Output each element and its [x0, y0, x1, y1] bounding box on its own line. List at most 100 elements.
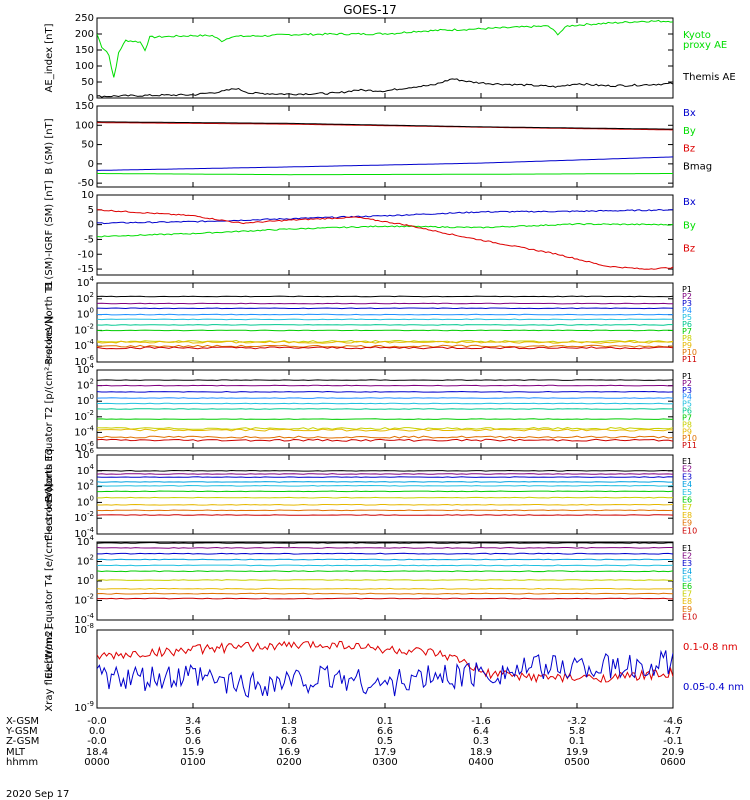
y-tick-label: 104: [77, 362, 95, 376]
y-tick-label: 0: [88, 93, 94, 104]
series-line: [97, 649, 673, 698]
footer-cell: 0200: [276, 757, 301, 768]
channel-label: P9: [682, 427, 692, 436]
series-line: [97, 426, 673, 431]
y-tick-label: 10-2: [74, 409, 94, 423]
channel-label: E2: [682, 465, 692, 474]
footer-cell: -0.1: [663, 736, 683, 747]
series-group: [97, 542, 673, 600]
series-line: [97, 121, 673, 130]
series-group: [97, 19, 673, 98]
footer-cell: 0500: [564, 757, 589, 768]
footer-cell: 17.9: [374, 747, 396, 758]
channel-label: P11: [682, 355, 697, 364]
panel-xray: 10-9 10-8 Xray flux [W/m2] 0.1-0.8 nm 0.05-0…: [44, 622, 744, 714]
y-tick-label: 0: [88, 159, 94, 170]
y-tick-label: 104: [77, 534, 95, 548]
series-line: [97, 542, 673, 544]
series-line: [97, 469, 673, 472]
footer-cell: 0.0: [89, 726, 105, 737]
y-tick-label: 100: [75, 120, 94, 131]
channel-label: E9: [682, 519, 692, 528]
channel-label: E10: [682, 526, 697, 535]
panel-frame: [96, 17, 674, 99]
channel-label: E4: [682, 480, 692, 489]
y-tick-label: 100: [77, 307, 94, 321]
series-line: [97, 329, 673, 332]
footer-cell: 15.9: [182, 747, 204, 758]
series-line: [97, 473, 673, 475]
footer-cell: -3.2: [567, 716, 587, 727]
footer-row-label: X-GSM: [6, 716, 39, 727]
series-line: [97, 490, 673, 493]
channel-label: P10: [682, 434, 697, 443]
footer-cell: -4.6: [663, 716, 683, 727]
footer-cell: 0.6: [281, 736, 297, 747]
channel-label: P2: [682, 292, 692, 301]
series-line: [97, 428, 673, 432]
legend-label: Bz: [683, 144, 695, 155]
footer-cell: 6.3: [281, 726, 297, 737]
panel-frame: [96, 194, 674, 276]
footer-table: X-GSMY-GSMZ-GSMMLThhmmhhmm-0.00.0-0.018.…: [5, 716, 686, 768]
series-line: [97, 173, 673, 176]
series-line: [97, 514, 673, 516]
channel-label: P5: [682, 400, 692, 409]
series-line: [97, 587, 673, 590]
footer-cell: 1.8: [281, 716, 297, 727]
y-tick-label: 5: [88, 205, 94, 216]
footer-cell: 4.7: [665, 726, 681, 737]
legend-label: Bmag: [683, 161, 712, 172]
channel-label: E8: [682, 597, 692, 606]
y-tick-label: 10: [81, 190, 94, 201]
series-line: [97, 390, 673, 393]
figure-title: GOES-17: [343, 3, 397, 17]
y-tick-label: 102: [77, 378, 94, 392]
series-line: [97, 302, 673, 305]
series-line: [97, 379, 673, 381]
legend-label: 0.05-0.4 nm: [683, 682, 744, 693]
channel-label: E10: [682, 612, 697, 621]
legend-label: Kyoto: [683, 30, 711, 41]
y-tick-label: 150: [75, 45, 94, 56]
legend-label: By: [683, 220, 696, 231]
legend-label: Themis AE: [682, 72, 736, 83]
footer-cell: 19.9: [566, 747, 588, 758]
channel-label: P3: [682, 386, 692, 395]
footer-cell: 0600: [660, 757, 685, 768]
y-tick-label: 10-4: [74, 424, 94, 438]
y-tick-label: -5: [84, 234, 94, 245]
legend-label: Bx: [683, 108, 696, 119]
series-line: [97, 503, 673, 506]
y-tick-label: 100: [77, 573, 94, 587]
series-line: [97, 438, 673, 442]
y-tick-label: 150: [75, 101, 94, 112]
channel-label: P7: [682, 327, 692, 336]
channel-label: P11: [682, 441, 697, 450]
series-line: [97, 496, 673, 499]
series-line: [97, 384, 673, 387]
series-line: [97, 558, 673, 561]
footer-cell: 3.4: [185, 716, 201, 727]
channel-label: E6: [682, 582, 692, 591]
footer-cell: 0000: [84, 757, 109, 768]
footer-cell: 5.6: [185, 726, 201, 737]
y-tick-label: 10-2: [74, 510, 94, 524]
y-tick-label: 50: [81, 77, 94, 88]
series-line: [97, 78, 673, 98]
y-tick-label: 10-9: [74, 700, 94, 714]
series-line: [97, 156, 673, 171]
panel-frame: [96, 282, 674, 363]
panel-b_sm: -50 0 50 100 150 B (SM) [nT] Bx By Bz Bmag: [44, 101, 712, 189]
channel-label: P8: [682, 334, 692, 343]
panel-frame: [96, 454, 674, 535]
footer-cell: 20.9: [662, 747, 684, 758]
channel-label: P5: [682, 313, 692, 322]
footer-row-label: Z-GSM: [6, 736, 39, 747]
channel-label: P6: [682, 407, 692, 416]
panel-frame: [96, 629, 674, 709]
channel-label: P8: [682, 420, 692, 429]
